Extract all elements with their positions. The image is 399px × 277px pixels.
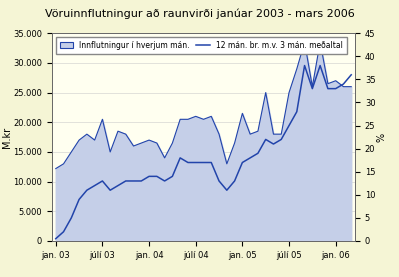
Y-axis label: %: % <box>377 133 387 142</box>
Legend: Innflutningur í hverjum mán., 12 mán. br. m.v. 3 mán. meðaltal: Innflutningur í hverjum mán., 12 mán. br… <box>56 37 347 54</box>
Text: Vöruinnflutningur að raunvirði janúar 2003 - mars 2006: Vöruinnflutningur að raunvirði janúar 20… <box>45 8 354 19</box>
Y-axis label: M.kr: M.kr <box>2 127 12 148</box>
